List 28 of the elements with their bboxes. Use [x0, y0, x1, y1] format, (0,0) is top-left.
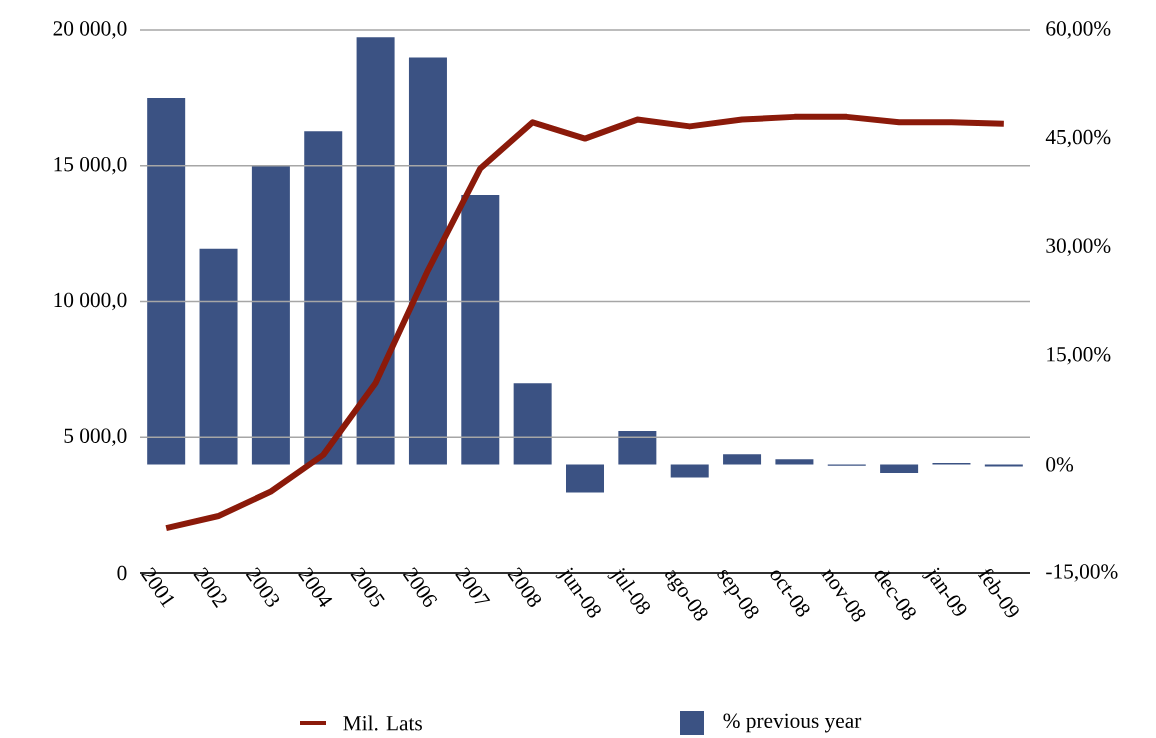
bar	[356, 37, 395, 465]
y-tick-label: 15 000,0	[54, 157, 127, 175]
bar	[408, 57, 447, 465]
y2-tick-label: 60,00%	[1046, 21, 1111, 39]
bar	[566, 464, 605, 493]
y2-tick-label: 45,00%	[1045, 129, 1111, 148]
bar	[984, 464, 1023, 467]
bar	[670, 464, 709, 478]
y2-tick-label: 30,00%	[1046, 238, 1111, 256]
y-tick-label: 20 000,0	[53, 21, 127, 39]
bar	[304, 131, 343, 465]
bar	[513, 383, 552, 465]
legend-label: Mil. Lats	[343, 715, 422, 731]
legend-label: % previous year	[723, 713, 862, 733]
y2-tick-label: 0%	[1046, 457, 1074, 472]
bar	[461, 195, 500, 465]
bar	[618, 431, 657, 465]
y2-tick-label: -15,00%	[1046, 564, 1118, 582]
bar	[251, 166, 290, 465]
y-tick-label: 10 000,0	[54, 292, 127, 311]
bar	[199, 248, 238, 465]
bar	[723, 454, 762, 465]
bar	[775, 459, 814, 465]
bar	[880, 464, 919, 474]
y-tick-label: 5 000,0	[64, 428, 127, 446]
y2-tick-label: 15,00%	[1047, 347, 1111, 365]
bar	[147, 98, 186, 465]
y-tick-label: 0	[117, 565, 127, 581]
